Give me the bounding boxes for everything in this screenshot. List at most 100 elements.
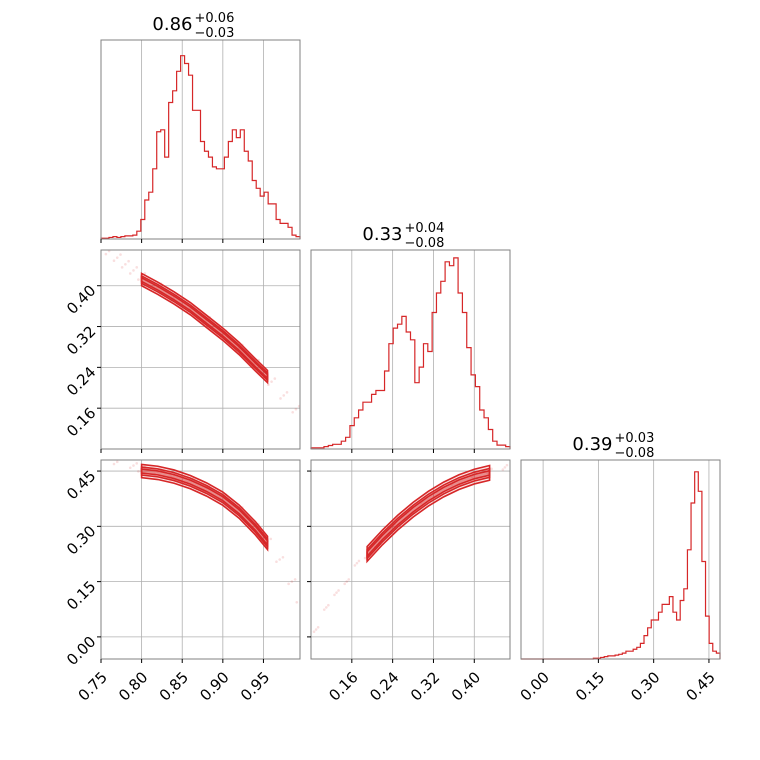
- panel-frame: [100, 249, 301, 450]
- sample-point: [322, 608, 326, 611]
- density-contour: [366, 464, 491, 564]
- y-tick-label: 0.30: [63, 522, 99, 558]
- density-contour: [366, 469, 491, 559]
- sample-point: [325, 606, 328, 609]
- sample-point: [314, 628, 318, 631]
- y-tick-label: 0.00: [63, 633, 99, 669]
- sample-point: [128, 466, 132, 470]
- panel-frame: [100, 459, 301, 660]
- sample-point: [132, 464, 135, 467]
- sample-point: [112, 462, 116, 466]
- histogram-step-line: [100, 55, 301, 239]
- param-title-minus: −0.08: [405, 236, 445, 251]
- density-contour: [140, 463, 269, 552]
- sample-point: [137, 278, 140, 281]
- x-tick-label: 0.75: [75, 668, 111, 704]
- sample-point: [120, 266, 124, 269]
- param-title-plus: +0.03: [615, 431, 655, 446]
- histogram-step-line: [310, 257, 511, 449]
- scatter-panel-0-2: [100, 459, 301, 660]
- sample-point: [135, 462, 139, 465]
- y-tick-label: 0.15: [63, 577, 99, 613]
- sample-point: [312, 630, 316, 634]
- panel-frame: [310, 249, 511, 450]
- panel-frame: [310, 459, 511, 660]
- sample-point: [505, 463, 509, 467]
- x-tick-label: 0.15: [572, 668, 608, 704]
- density-contour: [140, 274, 269, 383]
- sample-point: [104, 252, 108, 256]
- sample-point: [470, 475, 474, 479]
- y-tick-label: 0.24: [63, 363, 99, 399]
- sample-point: [347, 578, 351, 581]
- y-tick-label: 0.45: [63, 467, 99, 503]
- param-title-value: 0.39: [572, 434, 612, 455]
- sample-point: [281, 555, 285, 559]
- param-title-value: 0.86: [152, 14, 192, 35]
- density-contour: [140, 276, 269, 381]
- x-tick-label: 0.16: [325, 668, 361, 704]
- sample-point: [269, 537, 273, 541]
- sample-point: [267, 383, 270, 387]
- param-title-plus: +0.06: [195, 11, 235, 26]
- param-title-value: 0.33: [362, 224, 402, 245]
- sample-point: [486, 471, 489, 475]
- density-contour: [140, 468, 269, 548]
- sample-point: [293, 578, 297, 581]
- x-tick-label: 0.32: [407, 668, 443, 704]
- x-tick-label: 0.00: [517, 668, 553, 704]
- x-tick-label: 0.80: [115, 668, 151, 704]
- sample-point: [337, 589, 340, 592]
- sample-point: [119, 253, 122, 256]
- sample-point: [343, 582, 346, 586]
- sample-point: [490, 467, 493, 471]
- sample-point: [273, 377, 277, 380]
- sample-point: [127, 259, 130, 263]
- x-tick-label: 0.40: [448, 668, 484, 704]
- sample-point: [278, 558, 281, 561]
- sample-point: [124, 262, 127, 266]
- param-title-minus: −0.08: [615, 446, 655, 461]
- sample-point: [294, 407, 298, 411]
- sample-point: [357, 559, 361, 563]
- sample-point: [282, 394, 286, 397]
- sample-point: [132, 269, 135, 272]
- sample-point: [345, 580, 349, 583]
- x-tick-label: 0.24: [366, 668, 402, 704]
- x-tick-label: 0.90: [196, 668, 232, 704]
- y-tick-label: 0.16: [63, 404, 99, 440]
- sample-point: [275, 560, 278, 564]
- sample-point: [363, 556, 367, 560]
- histogram-step-line: [521, 471, 721, 660]
- histogram-panel-1: 0.33 +0.04−0.08: [310, 221, 511, 450]
- x-tick-label: 0.45: [682, 668, 718, 704]
- x-tick-label: 0.30: [627, 668, 663, 704]
- scatter-panel-1-2: [310, 459, 511, 660]
- sample-point: [137, 470, 140, 473]
- histogram-panel-2: 0.39 +0.03−0.08: [520, 431, 721, 660]
- sample-point: [355, 561, 359, 565]
- scatter-panel-0-1: [100, 249, 301, 450]
- sample-point: [135, 266, 139, 269]
- sample-point: [333, 593, 336, 597]
- sample-point: [316, 626, 320, 629]
- y-tick-label: 0.40: [63, 281, 99, 317]
- x-tick-label: 0.85: [156, 668, 192, 704]
- panel-frame: [520, 459, 721, 660]
- sample-point: [295, 600, 299, 604]
- sample-point: [285, 391, 289, 394]
- panel-frame: [100, 39, 301, 240]
- sample-point: [353, 564, 357, 567]
- histogram-panel-0: 0.86 +0.06−0.03: [100, 11, 301, 240]
- sample-point: [501, 468, 505, 471]
- sample-point: [503, 466, 507, 469]
- sample-point: [115, 256, 119, 259]
- sample-point: [270, 380, 273, 383]
- density-contour: [366, 467, 491, 561]
- sample-point: [290, 580, 294, 583]
- sample-point: [279, 397, 282, 400]
- x-tick-label: 0.95: [237, 668, 273, 704]
- sample-point: [291, 410, 294, 414]
- sample-point: [327, 603, 330, 607]
